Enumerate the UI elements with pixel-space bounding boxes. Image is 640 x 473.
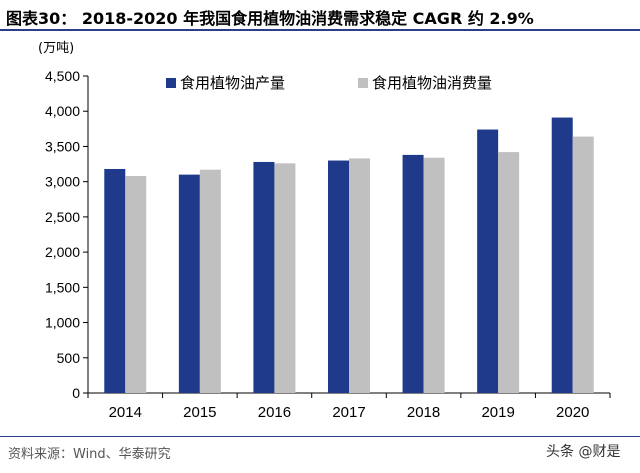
watermark: 头条 @财是 [546, 444, 621, 460]
bar-production-2014 [104, 168, 126, 393]
x-tick-label: 2020 [556, 404, 589, 421]
source-note: 资料来源：Wind、华泰研究 [8, 447, 171, 462]
bar-consumption-2017 [349, 158, 370, 393]
footer-divider [0, 436, 640, 437]
y-axis-unit-label: (万吨) [38, 41, 75, 56]
x-tick-label: 2014 [109, 404, 142, 421]
y-tick-label: 1,000 [45, 315, 80, 331]
x-tick-label: 2015 [183, 404, 216, 421]
bar-production-2018 [402, 154, 424, 393]
y-tick-label: 3,000 [45, 174, 80, 190]
chart-title: 图表30： 2018-2020 年我国食用植物油消费需求稳定 CAGR 约 2.… [6, 9, 534, 28]
y-tick-label: 0 [72, 385, 80, 401]
y-tick-label: 2,000 [45, 244, 80, 260]
y-tick-label: 4,000 [45, 103, 80, 119]
x-tick-label: 2017 [332, 404, 365, 421]
bar-consumption-2018 [423, 157, 445, 393]
title-divider [0, 29, 640, 31]
x-tick-label: 2018 [407, 404, 440, 421]
legend-label-1: 食用植物油消费量 [372, 74, 492, 92]
bar-production-2020 [551, 117, 573, 393]
bar-consumption-2014 [125, 176, 147, 393]
bar-consumption-2015 [199, 169, 221, 393]
legend-swatch-0 [166, 78, 176, 88]
bar-consumption-2019 [498, 152, 520, 393]
bar-production-2017 [328, 160, 349, 393]
y-tick-label: 4,500 [45, 68, 80, 84]
bar-chart: 0 500 1,000 1,500 2,000 2,500 3,000 3,500 4,000 4… [45, 68, 611, 421]
bar-production-2015 [178, 174, 200, 393]
y-tick-label: 500 [57, 350, 81, 366]
bar-production-2016 [253, 161, 275, 393]
bar-consumption-2016 [274, 163, 296, 393]
x-tick-label: 2019 [481, 404, 514, 421]
y-tick-label: 3,500 [45, 138, 80, 154]
y-tick-label: 1,500 [45, 279, 80, 295]
figure-header: 图表30： 2018-2020 年我国食用植物油消费需求稳定 CAGR 约 2.… [0, 0, 640, 31]
bar-consumption-2020 [572, 136, 594, 394]
legend-label-0: 食用植物油产量 [180, 74, 285, 92]
legend-swatch-1 [358, 78, 368, 88]
x-tick-label: 2016 [258, 404, 291, 421]
y-tick-label: 2,500 [45, 209, 80, 225]
bar-production-2019 [477, 129, 499, 393]
